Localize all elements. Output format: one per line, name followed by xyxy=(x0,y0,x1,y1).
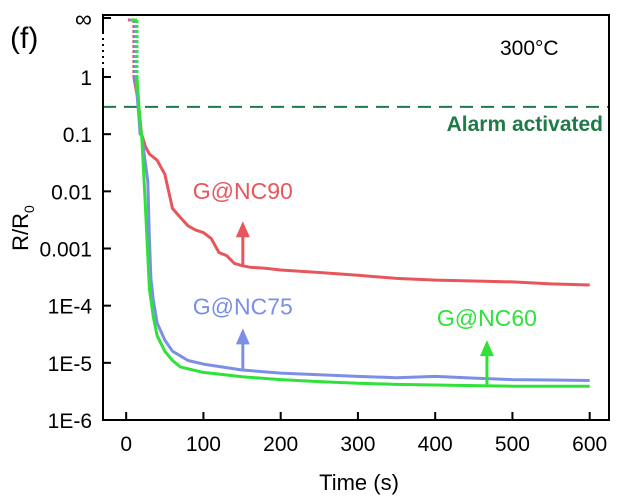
x-axis: 0 100 200 300 400 500 600 xyxy=(120,412,607,456)
annotation-label-g-nc75: G@NC75 xyxy=(193,293,293,319)
y-tick-label: 0.1 xyxy=(63,124,92,147)
annotation-arrowhead-g-nc60 xyxy=(479,340,494,357)
plot-frame xyxy=(102,14,610,421)
annotation-label-g-nc90: G@NC90 xyxy=(193,178,293,204)
plot-area: Alarm activated G@NC90 G@NC75 G@NC60 xyxy=(103,18,609,388)
condition-label: 300°C xyxy=(500,37,559,60)
y-tick-label: 1 xyxy=(80,67,92,90)
annotation-arrowhead-g-nc75 xyxy=(235,328,250,345)
y-tick-label: 0.01 xyxy=(51,181,92,204)
y-axis-label-subscript: 0 xyxy=(21,205,37,213)
y-axis-label: R/R0 xyxy=(8,205,37,251)
x-axis-label: Time (s) xyxy=(319,470,399,495)
y-tick-label-infinity: ∞ xyxy=(75,6,92,33)
x-tick-label: 0 xyxy=(120,433,132,456)
x-tick-label: 300 xyxy=(340,433,375,456)
y-tick-label: 1E-4 xyxy=(48,296,93,319)
svg-text:R/R0: R/R0 xyxy=(8,205,37,251)
annotation-label-g-nc60: G@NC60 xyxy=(437,305,537,331)
annotation-arrowhead-g-nc90 xyxy=(235,221,250,238)
x-tick-label: 500 xyxy=(495,433,530,456)
x-tick-label: 100 xyxy=(186,433,221,456)
y-axis-label-main: R/R xyxy=(8,213,33,251)
y-tick-label: 1E-6 xyxy=(48,410,92,433)
alarm-threshold-label: Alarm activated xyxy=(447,113,603,136)
y-axis: 1E-6 1E-5 1E-4 0.001 0.01 0.1 1 ∞ xyxy=(39,6,111,433)
series-g-nc60-line xyxy=(135,76,590,388)
y-tick-label: 1E-5 xyxy=(48,353,92,376)
y-tick-label: 0.001 xyxy=(39,239,92,262)
x-tick-label: 600 xyxy=(572,433,607,456)
x-tick-label: 400 xyxy=(418,433,453,456)
panel-label: (f) xyxy=(10,22,38,55)
x-tick-label: 200 xyxy=(263,433,298,456)
